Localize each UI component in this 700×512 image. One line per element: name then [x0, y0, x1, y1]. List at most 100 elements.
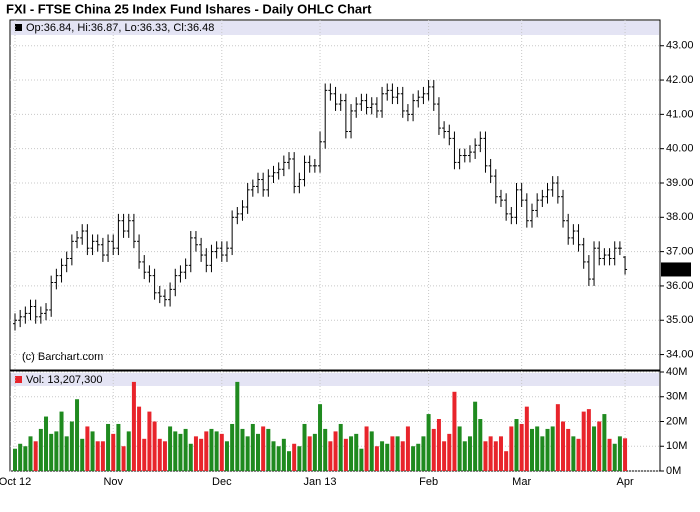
volume-bar	[224, 441, 229, 471]
volume-legend-strip	[11, 373, 659, 386]
volume-bar	[152, 421, 157, 471]
volume-bar	[617, 436, 622, 471]
volume-bar	[126, 431, 131, 471]
volume-bar	[555, 404, 560, 471]
volume-bar	[54, 431, 59, 471]
volume-bar	[524, 406, 529, 471]
volume-bar	[281, 438, 286, 471]
y-tick-label: 34.00	[666, 348, 694, 360]
price-panel	[9, 19, 661, 371]
volume-bar	[209, 428, 214, 471]
volume-bar	[416, 443, 421, 471]
y-tick-label: 10M	[666, 440, 687, 452]
x-tick-label: Apr	[616, 476, 633, 488]
y-tick-label: 40M	[666, 366, 687, 378]
copyright: (c) Barchart.com	[22, 351, 103, 363]
volume-bar	[199, 438, 204, 471]
volume-bar	[28, 436, 33, 471]
volume-bar	[178, 433, 183, 471]
volume-bar	[602, 414, 607, 471]
volume-bar	[90, 431, 95, 471]
volume-bar	[85, 426, 90, 471]
volume-bar	[530, 428, 534, 471]
volume-bar	[442, 441, 447, 471]
volume-bar	[261, 426, 266, 471]
volume-bar	[318, 404, 323, 471]
volume-bar	[18, 443, 23, 471]
volume-bar	[467, 436, 472, 471]
volume-bar	[411, 446, 416, 471]
volume-bar	[142, 438, 147, 471]
volume-bar	[436, 419, 441, 471]
volume-bar	[571, 436, 576, 471]
y-tick-label: 43.00	[666, 40, 694, 52]
volume-bar	[545, 428, 550, 471]
volume-bar	[535, 426, 540, 471]
volume-bar	[405, 426, 410, 471]
volume-bar	[519, 423, 524, 471]
volume-bar	[576, 438, 581, 471]
volume-bar	[457, 426, 462, 471]
volume-bar	[193, 436, 198, 471]
last-price-label: 36.48	[663, 263, 691, 275]
volume-bar	[183, 428, 188, 471]
price-legend: Op:36.84, Hi:36.87, Lo:36.33, Cl:36.48	[26, 22, 214, 34]
volume-bar	[38, 428, 43, 471]
volume-bar	[292, 443, 297, 471]
volume-bar	[597, 421, 602, 471]
x-tick-label: Dec	[212, 476, 232, 488]
volume-bar	[230, 423, 235, 471]
last-price-box	[661, 262, 691, 277]
volume-bar	[561, 421, 566, 471]
volume-bar	[302, 423, 307, 471]
volume-bar	[147, 411, 152, 471]
volume-bar	[343, 438, 348, 471]
y-tick-label: 37.00	[666, 246, 694, 258]
volume-bar	[235, 381, 240, 471]
y-tick-label: 39.00	[666, 177, 694, 189]
volume-bar	[431, 428, 436, 471]
volume-bar	[452, 391, 457, 471]
volume-bar	[157, 438, 162, 471]
volume-bar	[173, 431, 178, 471]
volume-bar	[338, 423, 343, 471]
volume-legend-swatch	[15, 376, 22, 383]
volume-bar	[162, 441, 167, 471]
y-tick-label: 42.00	[666, 74, 694, 86]
volume-bar	[498, 436, 503, 471]
volume-bar	[188, 443, 193, 471]
y-tick-label: 0M	[666, 465, 681, 477]
volume-bar	[493, 441, 498, 471]
volume-bar	[612, 443, 617, 471]
volume-bar	[69, 421, 74, 471]
volume-bar	[581, 411, 586, 471]
volume-bar	[287, 451, 292, 471]
volume-bar	[400, 441, 405, 471]
volume-bar	[204, 431, 209, 471]
volume-bar	[80, 438, 85, 471]
volume-bar	[623, 438, 628, 471]
volume-bar	[23, 446, 28, 471]
volume-bar	[462, 441, 467, 471]
volume-bar	[59, 411, 64, 471]
y-tick-label: 41.00	[666, 108, 694, 120]
y-tick-label: 38.00	[666, 211, 694, 223]
volume-bar	[566, 428, 571, 471]
volume-bar	[390, 436, 395, 471]
chart-title: FXI - FTSE China 25 Index Fund Ishares -…	[6, 1, 372, 16]
volume-bar	[49, 433, 54, 471]
volume-bar	[488, 436, 493, 471]
volume-bar	[374, 446, 379, 471]
volume-bar	[586, 409, 591, 471]
price-legend-strip	[11, 21, 659, 35]
volume-bar	[514, 419, 519, 471]
volume-bar	[385, 443, 390, 471]
volume-bar	[255, 433, 260, 471]
y-tick-label: 30M	[666, 391, 687, 403]
x-tick-label: Jan 13	[304, 476, 337, 488]
volume-bar	[364, 426, 369, 471]
x-tick-label: Nov	[103, 476, 123, 488]
volume-bar	[95, 441, 100, 471]
